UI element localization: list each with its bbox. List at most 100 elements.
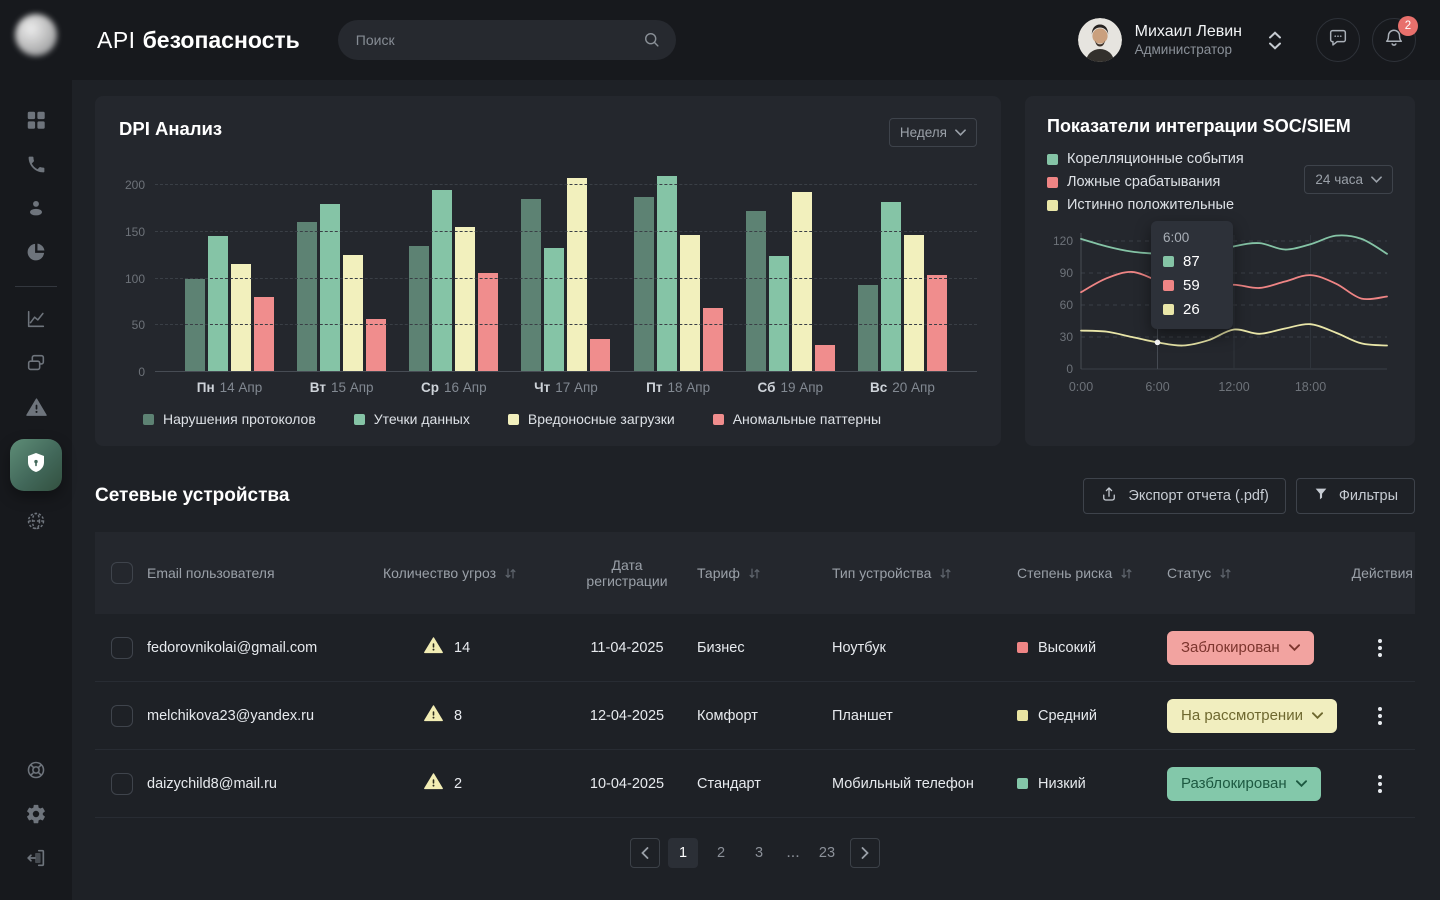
status-dropdown[interactable]: Заблокирован <box>1167 630 1314 665</box>
sort-icon <box>749 568 760 578</box>
bar[interactable] <box>231 264 251 372</box>
bar[interactable] <box>926 274 947 372</box>
x-axis-label: 0:00 <box>1069 380 1093 394</box>
x-axis-label: Пн 14 Апр <box>196 380 263 395</box>
sidebar-item-analytics[interactable] <box>16 303 56 335</box>
bar[interactable] <box>544 247 565 372</box>
risk-swatch <box>1017 778 1028 789</box>
row-actions-menu[interactable] <box>1365 701 1395 731</box>
page-ellipsis: ... <box>786 844 800 861</box>
sidebar-item-logout[interactable] <box>16 842 56 874</box>
soc-period-select[interactable]: 24 часа <box>1304 165 1393 194</box>
sidebar-item-users[interactable] <box>16 192 56 224</box>
status-dropdown[interactable]: На рассмотрении <box>1167 698 1337 733</box>
notifications-button[interactable]: 2 <box>1372 16 1418 62</box>
bar[interactable] <box>745 211 766 372</box>
sidebar-item-settings[interactable] <box>16 798 56 830</box>
bar[interactable] <box>656 175 677 372</box>
column-header-plan[interactable]: Тариф <box>697 565 832 581</box>
legend-label: Нарушения протоколов <box>163 411 316 427</box>
bar[interactable] <box>880 201 901 372</box>
search-icon[interactable] <box>642 30 661 54</box>
bar[interactable] <box>409 245 430 372</box>
row-actions-menu[interactable] <box>1365 769 1395 799</box>
bar[interactable] <box>590 339 611 372</box>
dpi-period-select[interactable]: Неделя <box>888 118 977 147</box>
legend-swatch <box>712 413 724 425</box>
export-report-button[interactable]: Экспорт отчета (.pdf) <box>1083 478 1286 514</box>
lifebuoy-icon <box>25 759 47 781</box>
bar[interactable] <box>343 255 364 372</box>
table-row: fedorovnikolai@gmail.com 14 11-04-2025 Б… <box>95 614 1415 682</box>
table-row: melchikova23@yandex.ru 8 12-04-2025 Комф… <box>95 682 1415 750</box>
status-dropdown[interactable]: Разблокирован <box>1167 766 1321 801</box>
bar[interactable] <box>185 278 205 372</box>
dpi-y-axis: 0 50 100 150 200 <box>119 178 155 379</box>
bar[interactable] <box>432 189 453 372</box>
search-input[interactable] <box>337 20 676 60</box>
bar[interactable] <box>814 344 835 372</box>
bar[interactable] <box>208 236 228 372</box>
row-checkbox[interactable] <box>111 636 133 659</box>
bar[interactable] <box>679 234 700 372</box>
bar[interactable] <box>366 318 387 372</box>
sidebar-item-security-active[interactable] <box>10 439 62 491</box>
sidebar-item-reports[interactable] <box>16 236 56 268</box>
bar[interactable] <box>567 178 588 372</box>
x-axis-label: Ср 16 Апр <box>421 380 487 395</box>
row-actions-menu[interactable] <box>1365 633 1395 663</box>
bar[interactable] <box>254 297 274 372</box>
sidebar-divider <box>15 286 57 287</box>
cell-plan: Комфорт <box>697 707 758 724</box>
legend-swatch <box>507 413 519 425</box>
sidebar-item-calls[interactable] <box>16 148 56 180</box>
page-number[interactable]: 1 <box>668 838 698 868</box>
sidebar-item-network[interactable] <box>16 505 56 537</box>
bar[interactable] <box>768 256 789 372</box>
bar[interactable] <box>297 222 318 372</box>
notifications-badge: 2 <box>1398 16 1418 36</box>
column-header-threats[interactable]: Количество угроз <box>377 565 557 581</box>
messages-button[interactable] <box>1316 18 1360 62</box>
filters-button[interactable]: Фильтры <box>1295 478 1415 514</box>
page-number[interactable]: 2 <box>716 845 726 861</box>
page-number[interactable]: 23 <box>818 845 836 861</box>
next-page-button[interactable] <box>850 838 880 868</box>
x-axis-label: 12:00 <box>1218 380 1249 394</box>
bar[interactable] <box>455 227 476 372</box>
sidebar-nav <box>10 104 62 549</box>
column-header-device[interactable]: Тип устройства <box>832 565 1017 581</box>
dpi-bar-chart[interactable]: 0 50 100 150 200 <box>119 167 977 379</box>
dpi-bar-groups <box>155 175 977 372</box>
column-header-date[interactable]: Дата регистрации <box>586 557 668 589</box>
row-checkbox[interactable] <box>111 772 133 795</box>
sidebar-item-devices[interactable] <box>16 347 56 379</box>
prev-page-button[interactable] <box>630 838 660 868</box>
warning-icon <box>423 635 444 660</box>
user-meta: Михаил Левин Администратор <box>1135 22 1242 58</box>
user-menu-toggle[interactable] <box>1268 30 1282 50</box>
avatar[interactable] <box>1077 18 1122 62</box>
chat-bubble-icon <box>1327 27 1349 54</box>
bar[interactable] <box>702 308 723 372</box>
column-header-risk[interactable]: Степень риска <box>1017 565 1167 581</box>
bar[interactable] <box>903 234 924 372</box>
dpi-legend: Нарушения протоколов Утечки данных Вредо… <box>143 411 977 427</box>
tooltip-row: 87 <box>1163 253 1221 270</box>
bar[interactable] <box>320 203 341 372</box>
bar[interactable] <box>857 285 878 372</box>
select-all-checkbox[interactable] <box>111 562 133 584</box>
soc-line-chart[interactable]: 0 30 60 90 120 0:00 6:00 12:00 18:00 6:00 87 59 … <box>1047 219 1393 404</box>
sidebar-item-help[interactable] <box>16 754 56 786</box>
sidebar-item-dashboard[interactable] <box>16 104 56 136</box>
page-number[interactable]: 3 <box>754 845 764 861</box>
row-checkbox[interactable] <box>111 704 133 727</box>
tooltip-time: 6:00 <box>1163 230 1190 245</box>
bar[interactable] <box>521 199 542 372</box>
column-header-status[interactable]: Статус <box>1167 565 1351 581</box>
sidebar-item-alerts[interactable] <box>16 391 56 423</box>
bar[interactable] <box>478 272 499 372</box>
bar[interactable] <box>791 191 812 372</box>
bar[interactable] <box>633 197 654 372</box>
